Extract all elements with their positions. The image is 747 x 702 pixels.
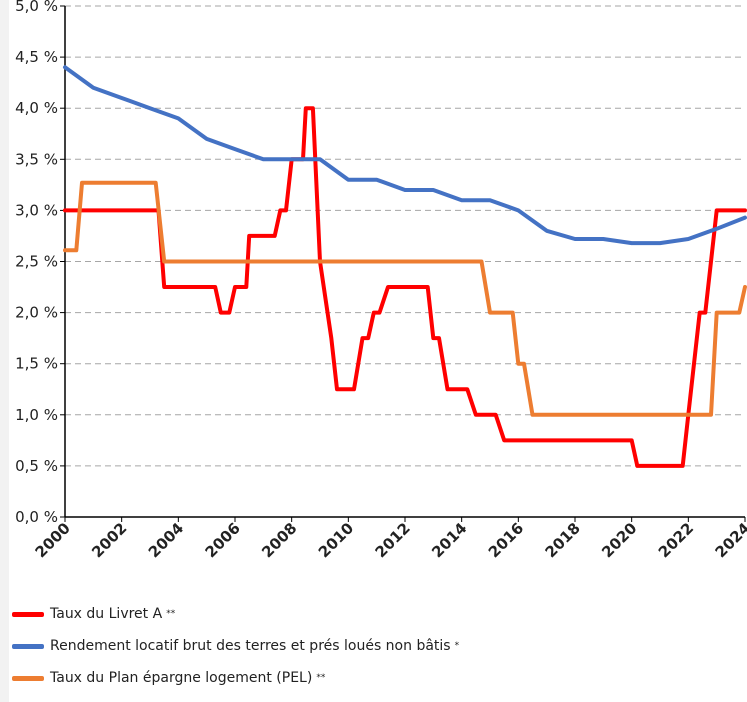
y-tick-label: 1,0 % xyxy=(15,406,58,424)
legend-note-pel: ** xyxy=(316,673,326,683)
x-tick-label: 2006 xyxy=(202,519,244,561)
series-line-1 xyxy=(63,65,747,246)
y-tick-label: 1,5 % xyxy=(15,355,58,373)
series-line-2 xyxy=(63,180,747,417)
x-tick-label: 2016 xyxy=(485,519,527,561)
legend-label-livret-a: Taux du Livret A xyxy=(50,606,163,622)
x-tick-label: 2008 xyxy=(258,519,300,561)
legend-note-livret-a: ** xyxy=(166,609,176,619)
legend-swatch-rendement-locatif xyxy=(12,643,44,649)
x-tick-label: 2002 xyxy=(88,519,130,561)
y-tick-label: 3,0 % xyxy=(15,201,58,219)
x-tick-label: 2024 xyxy=(712,519,747,561)
y-tick-label: 5,0 % xyxy=(15,0,58,15)
legend-item-rendement-locatif: Rendement locatif brut des terres et pré… xyxy=(12,630,459,662)
legend-item-pel: Taux du Plan épargne logement (PEL) ** xyxy=(12,662,459,694)
legend: Taux du Livret A ** Rendement locatif br… xyxy=(12,598,459,694)
x-tick-label: 2004 xyxy=(145,519,187,561)
legend-note-rendement-locatif: * xyxy=(454,641,460,651)
y-tick-label: 4,0 % xyxy=(15,99,58,117)
x-tick-label: 2010 xyxy=(315,519,357,561)
legend-label-rendement-locatif: Rendement locatif brut des terres et pré… xyxy=(50,638,451,654)
x-tick-label: 2018 xyxy=(542,519,584,561)
y-tick-label: 4,5 % xyxy=(15,48,58,66)
legend-swatch-pel xyxy=(12,675,44,681)
y-tick-label: 2,0 % xyxy=(15,304,58,322)
legend-swatch-livret-a xyxy=(12,611,44,617)
legend-label-pel: Taux du Plan épargne logement (PEL) xyxy=(50,670,313,686)
x-tick-label: 2014 xyxy=(428,519,470,561)
series-lines xyxy=(63,65,747,468)
x-tick-label: 2012 xyxy=(372,519,414,561)
y-tick-label: 0,0 % xyxy=(15,508,58,526)
y-tick-label: 2,5 % xyxy=(15,253,58,271)
x-tick-labels: 2000 2002 2004 2006 2008 2010 2012 2014 2016 2018… xyxy=(32,519,747,561)
x-tick-label: 2022 xyxy=(655,519,697,561)
y-tick-labels: 0,0 % 0,5 % 1,0 % 1,5 % 2,0 % 2,5 % 3,0 % 3,5 %… xyxy=(15,0,58,526)
y-tick-label: 0,5 % xyxy=(15,457,58,475)
legend-item-livret-a: Taux du Livret A ** xyxy=(12,598,459,630)
y-tick-label: 3,5 % xyxy=(15,150,58,168)
line-chart: 0,0 % 0,5 % 1,0 % 1,5 % 2,0 % 2,5 % 3,0 % 3,5 %… xyxy=(15,0,747,561)
x-tick-label: 2020 xyxy=(598,519,640,561)
left-edge-strip xyxy=(0,0,9,702)
series-line-0 xyxy=(63,106,747,468)
grid xyxy=(65,5,745,467)
